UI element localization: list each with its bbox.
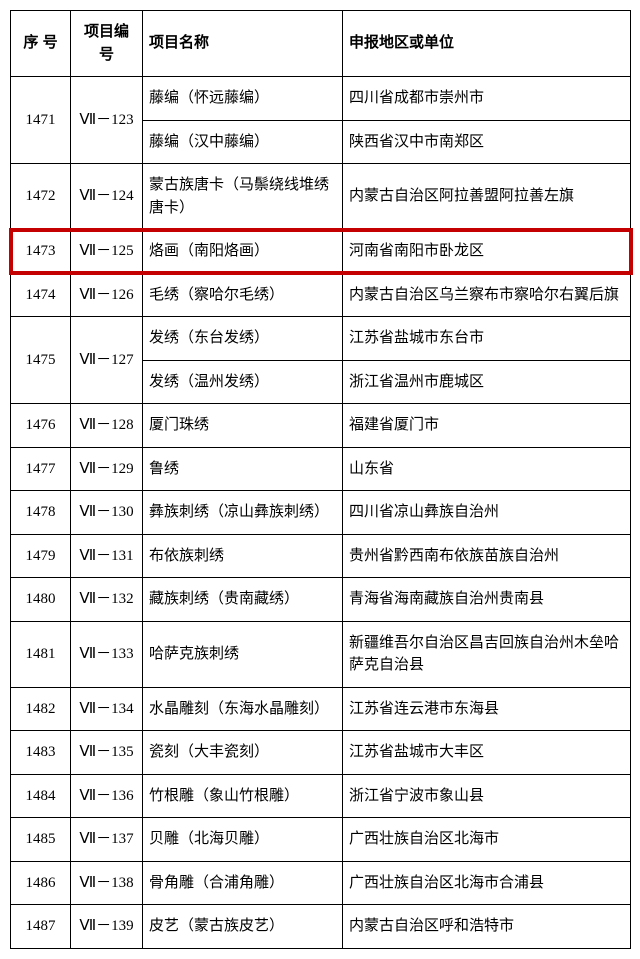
cell-name: 藏族刺绣（贵南藏绣） (143, 578, 343, 622)
table-row: 1487Ⅶ－139皮艺（蒙古族皮艺）内蒙古自治区呼和浩特市 (11, 905, 631, 949)
cell-seq: 1474 (11, 273, 71, 317)
cell-seq: 1471 (11, 77, 71, 164)
cell-region: 江苏省盐城市东台市 (343, 317, 631, 361)
cell-seq: 1487 (11, 905, 71, 949)
cell-name: 瓷刻（大丰瓷刻） (143, 731, 343, 775)
table-row: 1480Ⅶ－132藏族刺绣（贵南藏绣）青海省海南藏族自治州贵南县 (11, 578, 631, 622)
cell-region: 青海省海南藏族自治州贵南县 (343, 578, 631, 622)
cell-region: 江苏省盐城市大丰区 (343, 731, 631, 775)
cell-seq: 1485 (11, 818, 71, 862)
table-row: 1484Ⅶ－136竹根雕（象山竹根雕）浙江省宁波市象山县 (11, 774, 631, 818)
cell-code: Ⅶ－138 (71, 861, 143, 905)
cell-seq: 1478 (11, 491, 71, 535)
cell-code: Ⅶ－133 (71, 621, 143, 687)
table-row: 1481Ⅶ－133哈萨克族刺绣新疆维吾尔自治区昌吉回族自治州木垒哈萨克自治县 (11, 621, 631, 687)
cell-name: 发绣（东台发绣） (143, 317, 343, 361)
cell-region: 广西壮族自治区北海市 (343, 818, 631, 862)
table-row: 1483Ⅶ－135瓷刻（大丰瓷刻）江苏省盐城市大丰区 (11, 731, 631, 775)
cell-name: 烙画（南阳烙画） (143, 230, 343, 274)
header-name: 项目名称 (143, 11, 343, 77)
table-row: 1485Ⅶ－137贝雕（北海贝雕）广西壮族自治区北海市 (11, 818, 631, 862)
table-row: 1475Ⅶ－127发绣（东台发绣）江苏省盐城市东台市 (11, 317, 631, 361)
cell-code: Ⅶ－137 (71, 818, 143, 862)
cell-seq: 1475 (11, 317, 71, 404)
cell-region: 江苏省连云港市东海县 (343, 687, 631, 731)
cell-name: 鲁绣 (143, 447, 343, 491)
table-row: 1486Ⅶ－138骨角雕（合浦角雕）广西壮族自治区北海市合浦县 (11, 861, 631, 905)
cell-region: 内蒙古自治区呼和浩特市 (343, 905, 631, 949)
cell-seq: 1486 (11, 861, 71, 905)
cell-region: 福建省厦门市 (343, 404, 631, 448)
cell-region: 内蒙古自治区乌兰察布市察哈尔右翼后旗 (343, 273, 631, 317)
cell-seq: 1476 (11, 404, 71, 448)
cell-region: 陕西省汉中市南郑区 (343, 120, 631, 164)
cell-code: Ⅶ－124 (71, 164, 143, 230)
cell-code: Ⅶ－135 (71, 731, 143, 775)
cell-code: Ⅶ－132 (71, 578, 143, 622)
cell-seq: 1477 (11, 447, 71, 491)
cell-code: Ⅶ－129 (71, 447, 143, 491)
table-row: 1479Ⅶ－131布依族刺绣贵州省黔西南布依族苗族自治州 (11, 534, 631, 578)
cell-region: 四川省凉山彝族自治州 (343, 491, 631, 535)
header-row: 序 号 项目编号 项目名称 申报地区或单位 (11, 11, 631, 77)
cell-name: 毛绣（察哈尔毛绣） (143, 273, 343, 317)
cell-region: 山东省 (343, 447, 631, 491)
table-wrap: 序 号 项目编号 项目名称 申报地区或单位 1471Ⅶ－123藤编（怀远藤编）四… (10, 10, 630, 949)
cell-name: 藤编（怀远藤编） (143, 77, 343, 121)
cell-code: Ⅶ－139 (71, 905, 143, 949)
cell-name: 藤编（汉中藤编） (143, 120, 343, 164)
cell-region: 河南省南阳市卧龙区 (343, 230, 631, 274)
table-row: 1474Ⅶ－126毛绣（察哈尔毛绣）内蒙古自治区乌兰察布市察哈尔右翼后旗 (11, 273, 631, 317)
cell-code: Ⅶ－136 (71, 774, 143, 818)
table-row: 1482Ⅶ－134水晶雕刻（东海水晶雕刻）江苏省连云港市东海县 (11, 687, 631, 731)
cell-code: Ⅶ－134 (71, 687, 143, 731)
cell-code: Ⅶ－127 (71, 317, 143, 404)
cell-region: 广西壮族自治区北海市合浦县 (343, 861, 631, 905)
cell-seq: 1481 (11, 621, 71, 687)
cell-region: 内蒙古自治区阿拉善盟阿拉善左旗 (343, 164, 631, 230)
cell-code: Ⅶ－130 (71, 491, 143, 535)
table-row: 1472Ⅶ－124蒙古族唐卡（马鬃绕线堆绣唐卡）内蒙古自治区阿拉善盟阿拉善左旗 (11, 164, 631, 230)
cell-seq: 1479 (11, 534, 71, 578)
cell-name: 发绣（温州发绣） (143, 360, 343, 404)
cell-code: Ⅶ－123 (71, 77, 143, 164)
cell-code: Ⅶ－131 (71, 534, 143, 578)
table-row: 1476Ⅶ－128厦门珠绣福建省厦门市 (11, 404, 631, 448)
table-row: 1471Ⅶ－123藤编（怀远藤编）四川省成都市崇州市 (11, 77, 631, 121)
table-row: 1477Ⅶ－129鲁绣山东省 (11, 447, 631, 491)
cell-region: 浙江省温州市鹿城区 (343, 360, 631, 404)
cell-seq: 1473 (11, 230, 71, 274)
cell-name: 竹根雕（象山竹根雕） (143, 774, 343, 818)
cell-seq: 1483 (11, 731, 71, 775)
cell-seq: 1482 (11, 687, 71, 731)
cell-name: 皮艺（蒙古族皮艺） (143, 905, 343, 949)
cell-region: 四川省成都市崇州市 (343, 77, 631, 121)
header-code: 项目编号 (71, 11, 143, 77)
cell-name: 哈萨克族刺绣 (143, 621, 343, 687)
cell-name: 骨角雕（合浦角雕） (143, 861, 343, 905)
header-region: 申报地区或单位 (343, 11, 631, 77)
cell-name: 蒙古族唐卡（马鬃绕线堆绣唐卡） (143, 164, 343, 230)
cell-name: 水晶雕刻（东海水晶雕刻） (143, 687, 343, 731)
table-row: 1473Ⅶ－125烙画（南阳烙画）河南省南阳市卧龙区 (11, 230, 631, 274)
cell-seq: 1472 (11, 164, 71, 230)
cell-name: 布依族刺绣 (143, 534, 343, 578)
cell-seq: 1480 (11, 578, 71, 622)
project-table: 序 号 项目编号 项目名称 申报地区或单位 1471Ⅶ－123藤编（怀远藤编）四… (10, 10, 631, 949)
cell-code: Ⅶ－125 (71, 230, 143, 274)
cell-name: 贝雕（北海贝雕） (143, 818, 343, 862)
cell-seq: 1484 (11, 774, 71, 818)
header-seq: 序 号 (11, 11, 71, 77)
cell-region: 贵州省黔西南布依族苗族自治州 (343, 534, 631, 578)
cell-region: 新疆维吾尔自治区昌吉回族自治州木垒哈萨克自治县 (343, 621, 631, 687)
cell-code: Ⅶ－126 (71, 273, 143, 317)
cell-code: Ⅶ－128 (71, 404, 143, 448)
table-row: 1478Ⅶ－130彝族刺绣（凉山彝族刺绣）四川省凉山彝族自治州 (11, 491, 631, 535)
cell-name: 彝族刺绣（凉山彝族刺绣） (143, 491, 343, 535)
cell-name: 厦门珠绣 (143, 404, 343, 448)
cell-region: 浙江省宁波市象山县 (343, 774, 631, 818)
